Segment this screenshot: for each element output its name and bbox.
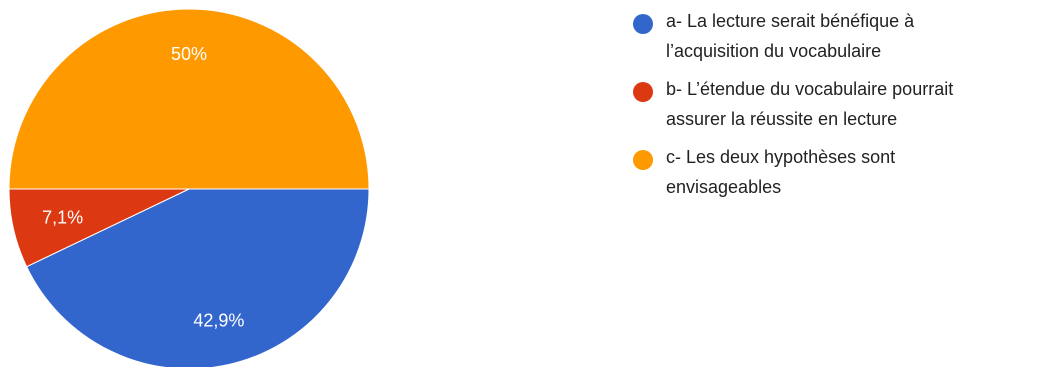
legend-swatch-icon xyxy=(633,82,653,102)
legend-item-a[interactable]: a- La lecture serait bénéfique à l’acquis… xyxy=(633,6,1048,66)
pie-slice-a[interactable] xyxy=(25,188,370,367)
legend: a- La lecture serait bénéfique à l’acquis… xyxy=(633,6,1048,210)
slice-label-c: 50% xyxy=(171,44,207,64)
legend-swatch-icon xyxy=(633,150,653,170)
slice-label-b: 7,1% xyxy=(42,208,83,228)
slice-label-a: 42,9% xyxy=(193,311,244,331)
legend-item-c[interactable]: c- Les deux hypothèses sont envisageables xyxy=(633,142,1048,202)
pie-slice-c[interactable] xyxy=(8,8,370,190)
legend-label: c- Les deux hypothèses sont envisageables xyxy=(666,147,896,197)
legend-swatch-icon xyxy=(633,14,653,34)
legend-label: b- L’étendue du vocabulaire pourrait assu… xyxy=(666,79,954,129)
legend-label: a- La lecture serait bénéfique à l’acquis… xyxy=(666,11,915,61)
legend-item-b[interactable]: b- L’étendue du vocabulaire pourrait assu… xyxy=(633,74,1048,134)
pie-plot: 42,9% 7,1% 50% xyxy=(8,8,370,367)
